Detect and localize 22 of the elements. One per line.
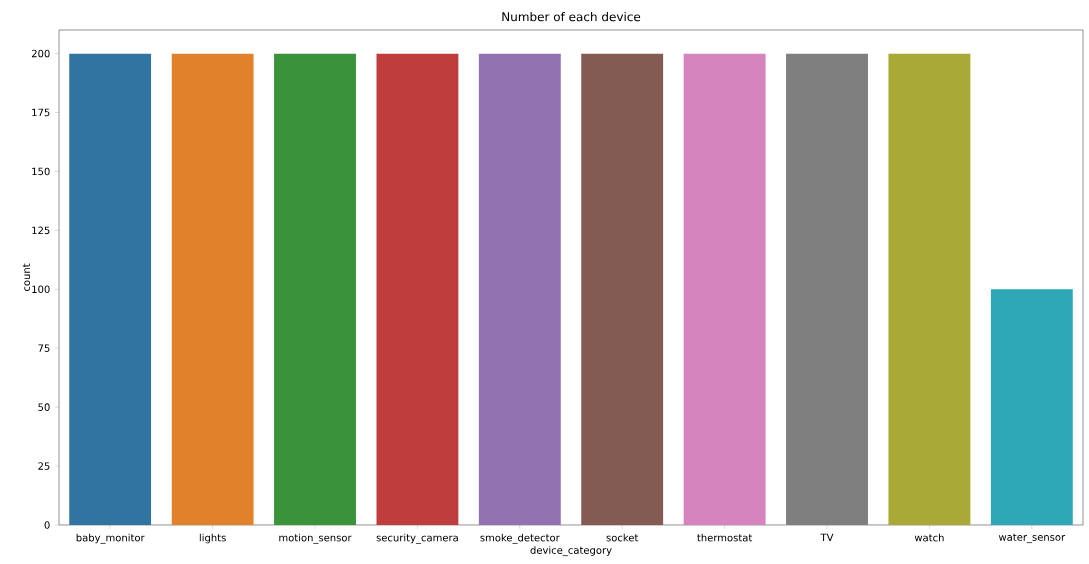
chart-title: Number of each device (502, 12, 641, 22)
x-tick-label: thermostat (697, 533, 753, 542)
y-tick-label: 50 (38, 403, 50, 411)
x-tick-label: smoke_detector (480, 533, 560, 544)
x-tick-label: socket (606, 533, 639, 542)
y-tick-label: 200 (31, 49, 50, 58)
y-tick-label: 0 (44, 521, 50, 529)
x-tick-label: lights (199, 533, 226, 544)
x-axis-title: device_category (530, 546, 612, 557)
y-axis-title: count (22, 263, 31, 292)
x-tick-label: TV (820, 533, 834, 541)
x-tick-label: watch (914, 533, 944, 542)
y-tick-label: 150 (32, 167, 50, 176)
y-tick-label: 75 (38, 344, 50, 352)
x-tick-label: motion_sensor (279, 533, 352, 544)
y-tick-label: 125 (32, 226, 50, 235)
y-tick-label: 25 (38, 462, 50, 470)
y-tick-label: 100 (32, 285, 50, 294)
x-tick-label: water_sensor (998, 533, 1066, 544)
x-tick-label: security_camera (376, 533, 458, 544)
x-tick-label: baby_monitor (76, 533, 145, 544)
y-tick-label: 175 (32, 108, 50, 117)
